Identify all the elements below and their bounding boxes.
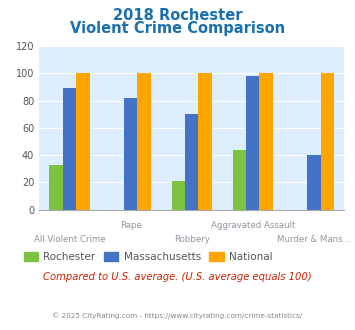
- Legend: Rochester, Massachusetts, National: Rochester, Massachusetts, National: [20, 248, 277, 266]
- Bar: [137, 74, 151, 210]
- Text: Rape: Rape: [120, 221, 142, 230]
- Bar: [246, 76, 260, 210]
- Text: Murder & Mans...: Murder & Mans...: [277, 235, 351, 244]
- Bar: [63, 88, 76, 210]
- Bar: [260, 74, 273, 210]
- Bar: [185, 114, 198, 210]
- Bar: [233, 150, 246, 210]
- Text: © 2025 CityRating.com - https://www.cityrating.com/crime-statistics/: © 2025 CityRating.com - https://www.city…: [53, 312, 302, 318]
- Bar: [124, 98, 137, 210]
- Bar: [307, 155, 321, 210]
- Text: All Violent Crime: All Violent Crime: [34, 235, 105, 244]
- Bar: [49, 165, 63, 210]
- Text: Compared to U.S. average. (U.S. average equals 100): Compared to U.S. average. (U.S. average …: [43, 272, 312, 282]
- Bar: [76, 74, 90, 210]
- Text: 2018 Rochester: 2018 Rochester: [113, 8, 242, 23]
- Text: Violent Crime Comparison: Violent Crime Comparison: [70, 21, 285, 36]
- Bar: [198, 74, 212, 210]
- Bar: [171, 181, 185, 210]
- Text: Robbery: Robbery: [174, 235, 210, 244]
- Text: Aggravated Assault: Aggravated Assault: [211, 221, 295, 230]
- Bar: [321, 74, 334, 210]
